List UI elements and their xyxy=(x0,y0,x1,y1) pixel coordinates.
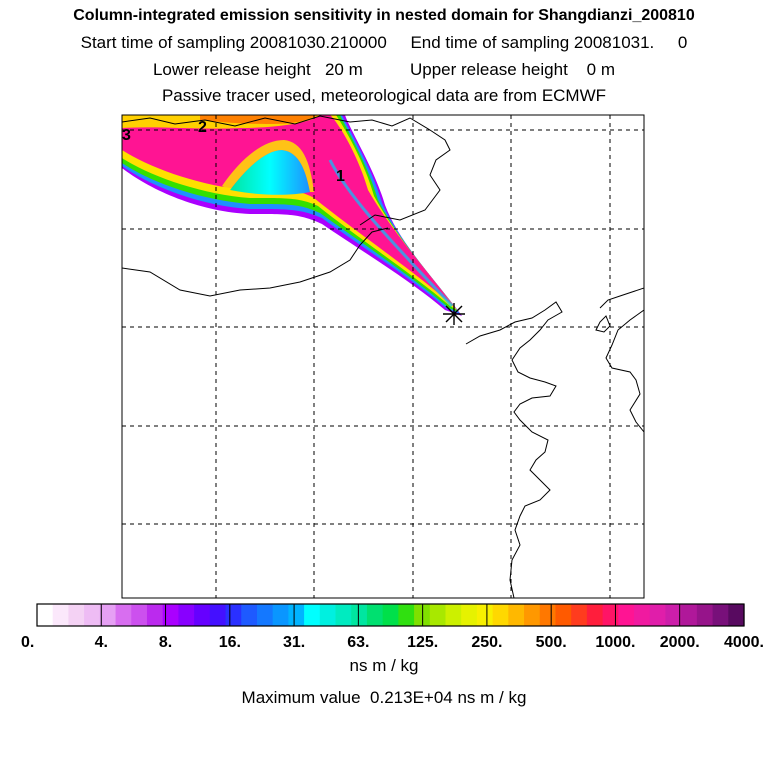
plume-tail-inner xyxy=(328,159,454,308)
colorbar-tick-label: 31. xyxy=(283,634,305,651)
colorbar-swatch xyxy=(712,604,729,626)
colorbar-swatch xyxy=(429,604,447,626)
lat-lon-grid xyxy=(122,115,644,598)
colorbar-tick-label: 8. xyxy=(159,634,172,651)
colorbar-swatch xyxy=(681,604,698,626)
colorbar-swatch xyxy=(445,604,462,626)
colorbar-swatch xyxy=(476,604,494,626)
release-height: Lower release height 20 m Upper release … xyxy=(152,60,616,79)
plume-yellow-pocket xyxy=(222,140,314,192)
colorbar-tick-label: 0. xyxy=(21,634,34,651)
colorbar-tick-label: 4. xyxy=(95,634,108,651)
colorbar-swatch xyxy=(602,604,619,626)
colorbar-tick-label: 500. xyxy=(536,634,567,651)
plume-core xyxy=(122,115,455,308)
colorbar-tick-label: 250. xyxy=(471,634,502,651)
maximum-value: Maximum value 0.213E+04 ns m / kg xyxy=(241,688,527,707)
colorbar-swatch xyxy=(84,604,101,626)
receptor-star-icon xyxy=(443,303,465,325)
coastline-north xyxy=(122,115,451,226)
colorbar-swatch xyxy=(146,604,164,626)
contour-label-3: 3 xyxy=(122,127,131,144)
colorbar-swatch xyxy=(351,604,368,626)
colorbar-swatch xyxy=(99,604,117,626)
colorbar-swatch xyxy=(131,604,148,626)
colorbar-swatch xyxy=(492,604,509,626)
colorbar-swatch xyxy=(241,604,258,626)
colorbar-swatch xyxy=(524,604,541,626)
colorbar-swatch xyxy=(634,604,651,626)
colorbar-swatch xyxy=(304,604,321,626)
colorbar-swatch xyxy=(649,604,667,626)
colorbar-swatch xyxy=(382,604,399,626)
colorbar-swatch xyxy=(398,604,415,626)
colorbar-swatch xyxy=(52,604,70,626)
colorbar-swatch xyxy=(696,604,714,626)
colorbar-tick-label: 4000. xyxy=(724,634,764,651)
coast-bohai xyxy=(465,301,563,598)
colorbar-frame xyxy=(36,603,745,627)
colorbar-swatch xyxy=(225,604,242,626)
sampling-time: Start time of sampling 20081030.210000 E… xyxy=(80,33,688,52)
colorbar-swatch xyxy=(115,604,132,626)
colorbar-swatch xyxy=(728,604,745,626)
chart-title: Column-integrated emission sensitivity i… xyxy=(73,7,695,24)
colorbar-swatch xyxy=(319,604,337,626)
colorbar-swatch xyxy=(194,604,211,626)
colorbar-tick-labels: 0. 4. 8. 16. 31. 63. 125. 250. 500. 1000. 2000. 400… xyxy=(21,634,764,651)
coast-korea xyxy=(599,287,644,433)
colorbar-units: ns m / kg xyxy=(349,656,419,675)
colorbar-swatch xyxy=(366,604,384,626)
colorbar-tick-label: 63. xyxy=(347,634,369,651)
colorbar-swatch xyxy=(209,604,227,626)
colorbar-swatch xyxy=(586,604,604,626)
colorbar-tick-label: 1000. xyxy=(595,634,635,651)
contour-label-1: 1 xyxy=(336,168,345,185)
colorbar-swatch xyxy=(508,604,525,626)
colorbar-swatch xyxy=(571,604,588,626)
colorbar-swatch xyxy=(335,604,352,626)
island-shandong-tip xyxy=(595,315,611,333)
tracer-info: Passive tracer used, meteorological data… xyxy=(161,86,607,105)
colorbar-swatch xyxy=(665,604,682,626)
colorbar-swatch xyxy=(256,604,274,626)
colorbar-swatch xyxy=(618,604,635,626)
colorbar-swatch xyxy=(68,604,85,626)
colorbar-swatch xyxy=(555,604,572,626)
colorbar-tick-label: 2000. xyxy=(660,634,700,651)
colorbar-tick-label: 16. xyxy=(219,634,241,651)
colorbar-swatch xyxy=(178,604,195,626)
colorbar xyxy=(36,603,745,627)
plume-layer xyxy=(122,115,462,316)
colorbar-swatch xyxy=(37,604,54,626)
contour-label-2: 2 xyxy=(198,119,207,136)
colorbar-swatch xyxy=(539,604,557,626)
colorbar-tick-label: 125. xyxy=(407,634,438,651)
map-frame xyxy=(121,114,645,599)
colorbar-swatch xyxy=(461,604,478,626)
colorbar-swatch xyxy=(272,604,289,626)
coastlines xyxy=(122,115,644,598)
plume-cyan-pocket xyxy=(230,150,310,195)
colorbar-swatch xyxy=(288,604,305,626)
border-mongolia xyxy=(122,227,389,297)
colorbar-swatch xyxy=(162,604,179,626)
